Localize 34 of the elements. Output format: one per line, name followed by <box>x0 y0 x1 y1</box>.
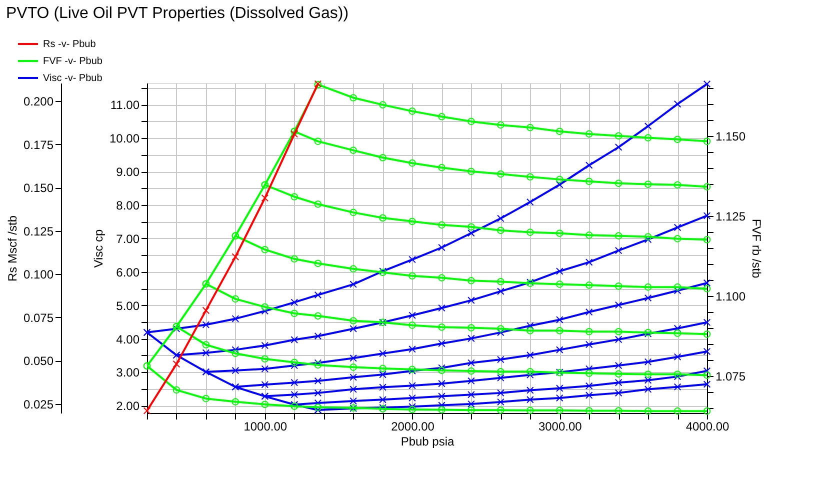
x-tick-label: 4000.00 <box>686 420 730 434</box>
y-tick-label: 5.00 <box>116 298 140 313</box>
y2-tick-label: 1.075 <box>716 370 746 384</box>
y2-tick-label: 1.150 <box>716 129 746 144</box>
y3-tick-label: 0.075 <box>23 310 54 325</box>
x-tick-label: 2000.00 <box>391 420 435 434</box>
y-tick-label: 11.00 <box>110 98 140 112</box>
y-tick-label: 10.00 <box>109 132 140 146</box>
y-tick-label: 8.00 <box>116 198 140 213</box>
y3-tick-label: 0.025 <box>23 397 54 412</box>
y-axis-title: Visc cp <box>91 228 106 268</box>
y3-tick-label: 0.100 <box>23 268 54 282</box>
legend-label: Visc -v- Pbub <box>43 73 103 84</box>
y3-tick-label: 0.050 <box>23 354 54 368</box>
y3-tick-label: 0.200 <box>23 94 54 109</box>
y2-tick-label: 1.125 <box>716 209 746 224</box>
x-axis-title: Pbub psia <box>400 434 455 448</box>
y-tick-label: 3.00 <box>116 366 140 380</box>
y-tick-label: 7.00 <box>116 232 140 246</box>
y2-tick-label: 1.100 <box>716 290 746 304</box>
y3-tick-label: 0.150 <box>23 181 54 196</box>
y-tick-label: 6.00 <box>116 265 140 280</box>
legend-label: Rs -v- Pbub <box>43 39 96 50</box>
y3-tick-label: 0.175 <box>23 138 54 152</box>
y2-axis-title: FVF rb /stb <box>750 218 764 278</box>
y-tick-label: 4.00 <box>116 332 140 346</box>
y-tick-label: 9.00 <box>116 165 140 180</box>
y-tick-label: 2.00 <box>116 399 140 414</box>
x-tick-label: 3000.00 <box>538 420 582 434</box>
x-tick-label: 1000.00 <box>244 420 288 434</box>
y3-axis-title: Rs Mscf /stb <box>5 215 20 282</box>
y3-tick-label: 0.125 <box>23 224 54 238</box>
chart-title: PVTO (Live Oil PVT Properties (Dissolved Gas)) <box>6 5 349 22</box>
legend-label: FVF -v- Pbub <box>43 56 103 67</box>
